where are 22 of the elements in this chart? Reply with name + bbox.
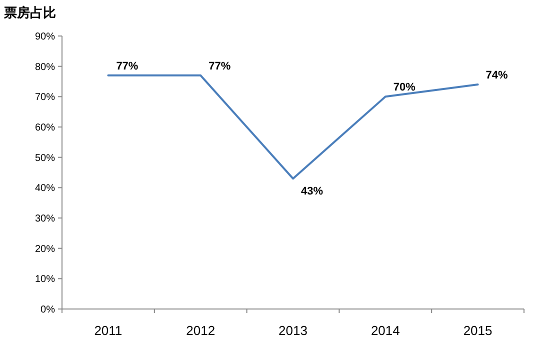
- y-tick-label: 40%: [34, 183, 56, 194]
- data-label: 77%: [116, 60, 138, 72]
- y-tick-label: 20%: [34, 244, 56, 255]
- y-tick-label: 30%: [34, 214, 56, 224]
- data-label: 74%: [486, 70, 508, 82]
- y-tick-label: 80%: [34, 62, 56, 73]
- y-tick-label: 60%: [34, 122, 56, 134]
- data-label: 43%: [301, 186, 324, 198]
- x-tick-label: 2012: [186, 323, 216, 338]
- chart-title: 票房占比: [3, 5, 56, 20]
- x-tick-label: 2013: [278, 323, 308, 338]
- data-label: 77%: [208, 60, 231, 72]
- y-tick-label: 10%: [34, 274, 56, 286]
- x-tick-label: 2011: [94, 323, 122, 338]
- y-tick-label: 50%: [34, 152, 56, 164]
- y-tick-label: 90%: [34, 32, 56, 42]
- x-tick-label: 2015: [463, 323, 492, 338]
- y-tick-label: 0%: [40, 304, 56, 316]
- x-tick-label: 2014: [370, 323, 400, 338]
- line-series: [107, 74, 479, 180]
- y-tick-label: 70%: [34, 92, 56, 104]
- data-label: 70%: [393, 82, 416, 94]
